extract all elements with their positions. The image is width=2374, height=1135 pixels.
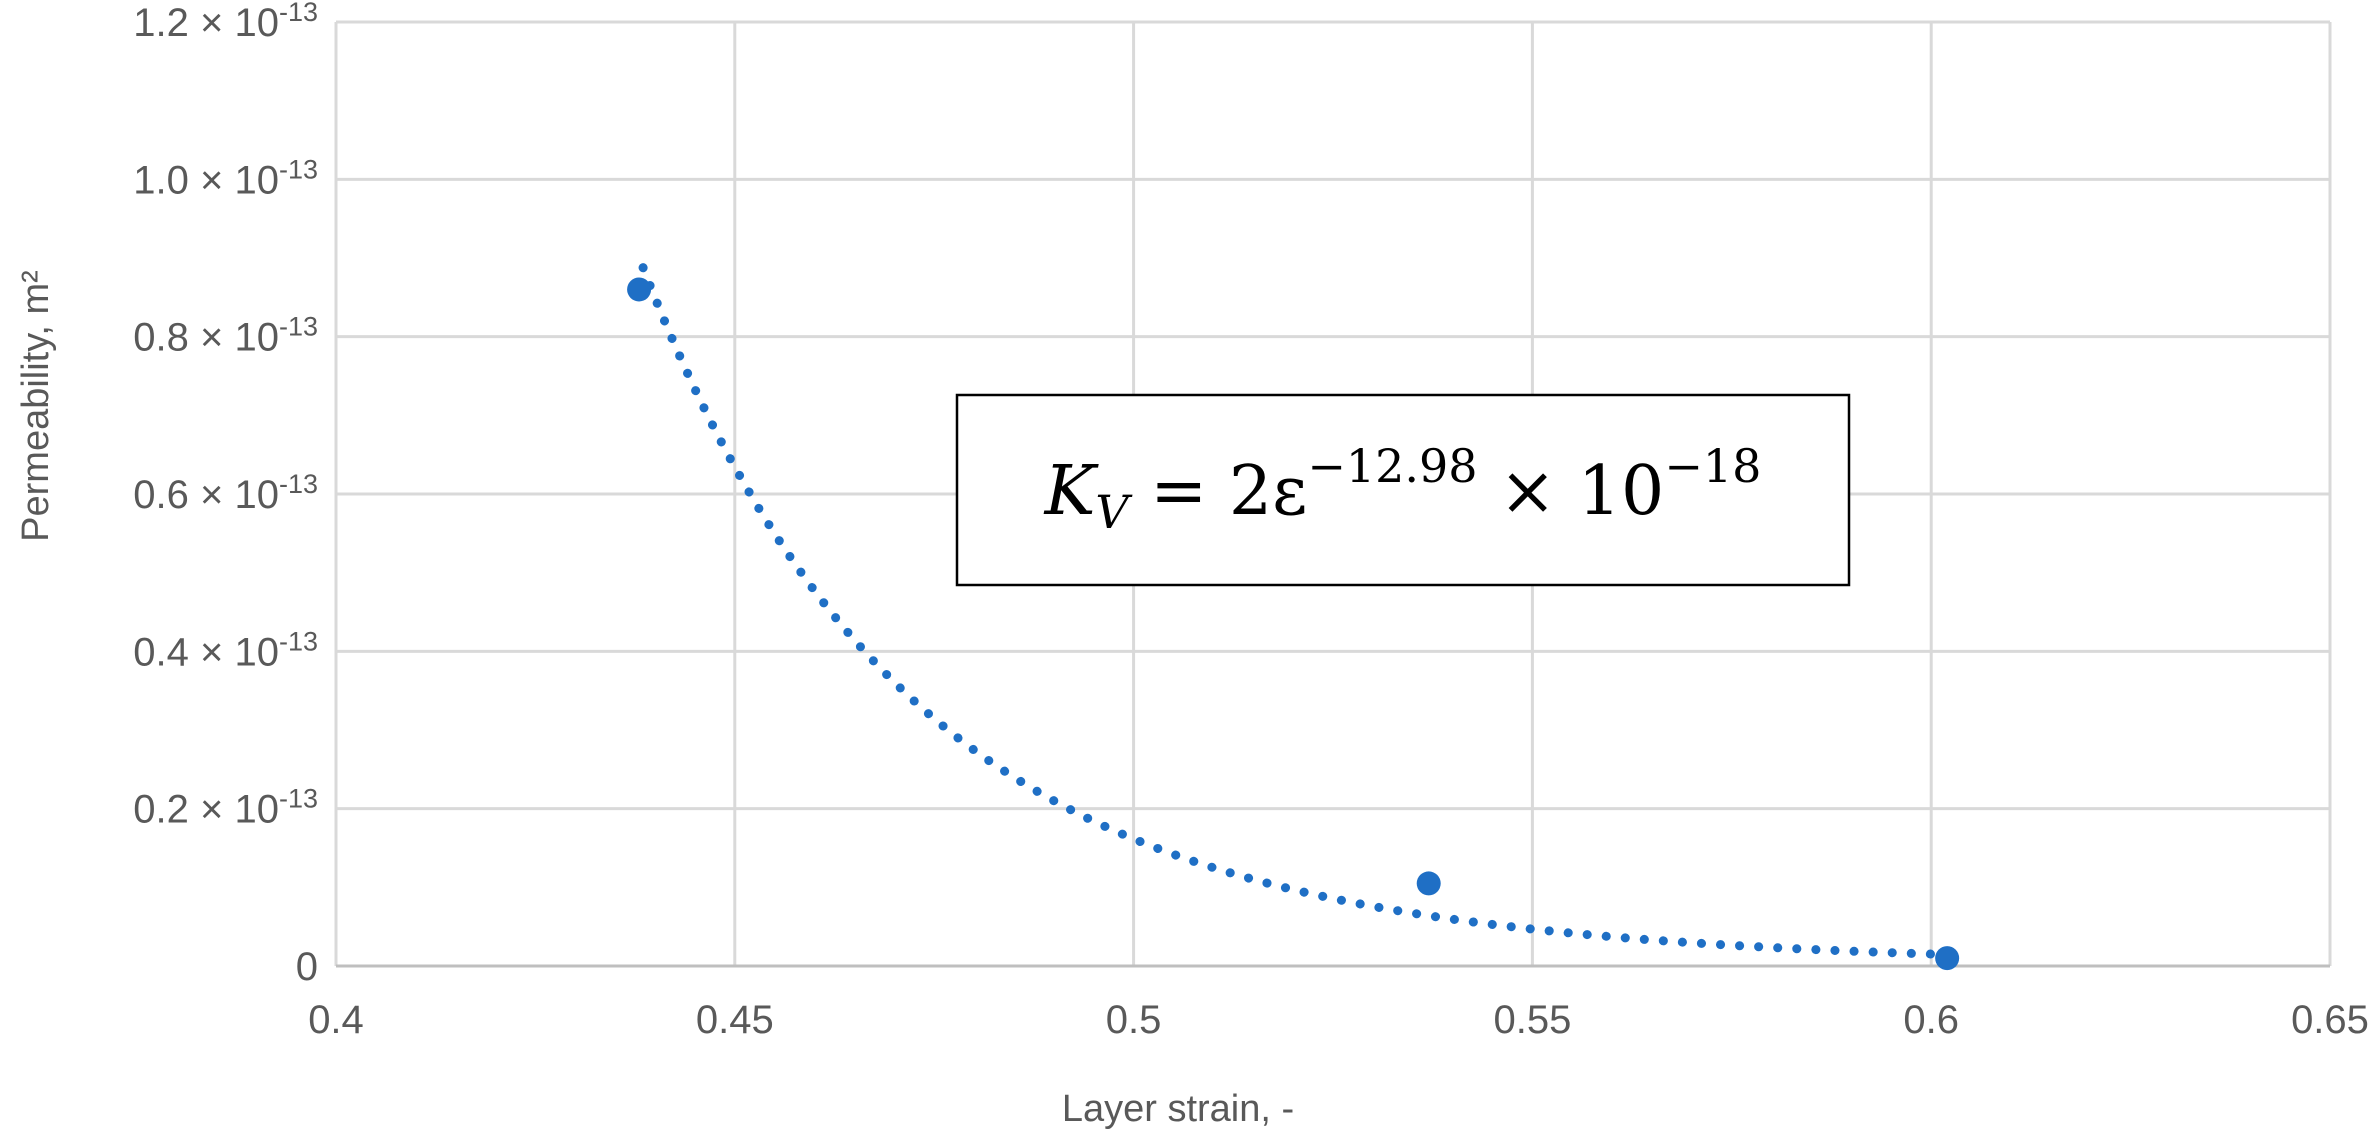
power-trendline [638,263,1952,960]
data-point-2 [1935,946,1960,971]
eq-lhs-sub: V [1095,485,1133,539]
x-tick-label-1: 0.45 [696,998,774,1042]
x-tick-labels: 0.4 0.45 0.5 0.55 0.6 0.65 [308,998,2369,1042]
x-tick-label-3: 0.55 [1493,998,1571,1042]
data-point-0 [627,277,652,302]
y-axis-title: Permeability, m² [15,270,57,542]
eq-exp2: −18 [1664,439,1761,493]
y-tick-label-2: 0.4 × 10-13 [133,626,318,674]
y-tick-labels: 0 0.2 × 10-13 0.4 × 10-13 0.6 × 10-13 0.8 × … [133,0,318,989]
trendline-equation: KV = 2ε−12.98 × 10−18 [1043,439,1762,539]
x-axis-title: Layer strain, - [1062,1088,1294,1130]
y-tick-label-4: 0.8 × 10-13 [133,312,318,360]
y-tick-label-3: 0.6 × 10-13 [133,469,318,517]
eq-middle: = 2ε [1129,452,1308,531]
data-point-1 [1416,871,1441,896]
eq-exp1: −12.98 [1307,439,1477,493]
y-tick-label-6: 1.2 × 10-13 [133,0,318,45]
trendline [638,263,1952,960]
x-tick-label-5: 0.65 [2291,998,2369,1042]
x-tick-label-2: 0.5 [1106,998,1162,1042]
x-tick-label-0: 0.4 [308,998,364,1042]
data-points [627,277,1960,971]
y-tick-label-1: 0.2 × 10-13 [133,784,318,832]
equation-box-border [955,393,1851,587]
eq-times: × 10 [1478,452,1665,531]
x-tick-label-4: 0.6 [1903,998,1959,1042]
y-tick-label-0: 0 [296,945,318,989]
equation-box: KV = 2ε−12.98 × 10−18 [955,393,1851,587]
eq-lhs: K [1043,452,1100,531]
y-tick-label-5: 1.0 × 10-13 [133,154,318,202]
